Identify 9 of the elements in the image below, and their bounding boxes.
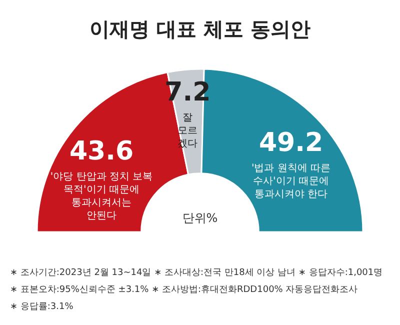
slice-label: '야당 탄압과 정치 보복 목적'이기 때문에 통과시켜서는 안된다 (50, 172, 153, 222)
text: ∗ 표본오차:95%신뢰수준 ±3.1% ∗ 조사방법:휴대전화RDD100% 자동응답전화조사 (10, 285, 358, 295)
text: ∗ 조사기간:2023년 2월 13~14일 ∗ 조사대상:전국 만18세 이상 남녀 ∗ 응답자수:1,001명 (10, 268, 383, 278)
chart-title: 이재명 대표 체포 동의안 (90, 17, 310, 41)
data-label: 49.2 (258, 128, 324, 158)
slice-label: '법과 원칙에 따른 수사'이기 때문에 통과시켜야 한다 (251, 163, 331, 200)
text: 단위% (182, 211, 218, 225)
text: ∗ 응답률:3.1% (10, 302, 74, 312)
data-label: 43.6 (69, 136, 134, 167)
